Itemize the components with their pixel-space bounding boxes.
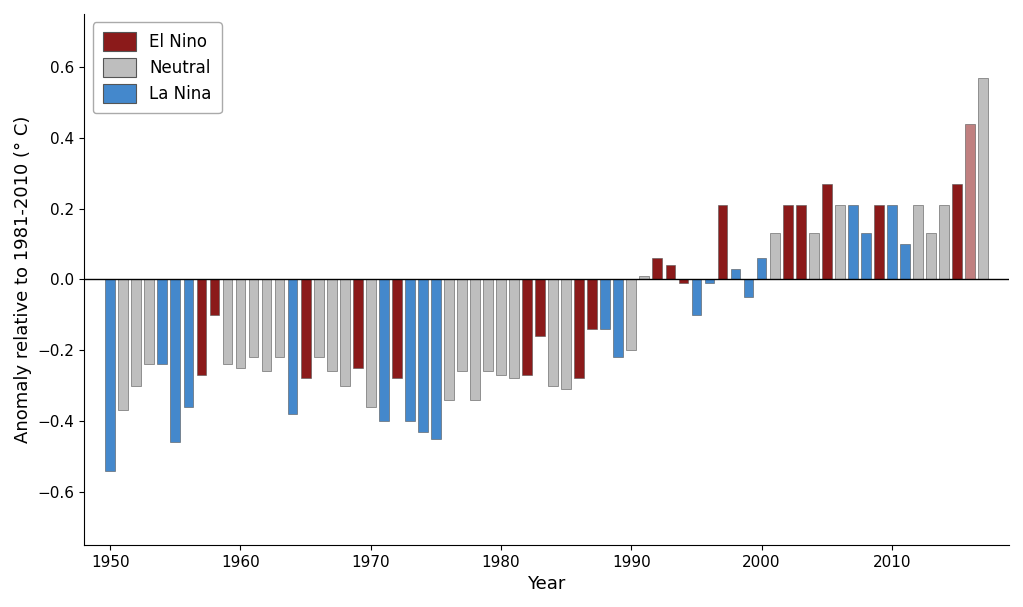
Bar	[471, 279, 480, 399]
Bar	[301, 279, 311, 379]
Bar	[131, 279, 141, 385]
Bar	[861, 233, 871, 279]
Bar	[978, 78, 988, 279]
Bar	[796, 205, 805, 279]
Bar	[444, 279, 454, 399]
Bar	[809, 233, 818, 279]
Bar	[249, 279, 259, 358]
Bar	[183, 279, 193, 407]
Bar	[626, 279, 636, 350]
Bar	[158, 279, 167, 364]
Bar	[965, 124, 975, 279]
Bar	[196, 279, 207, 375]
Bar	[535, 279, 545, 336]
Legend: El Nino, Neutral, La Nina: El Nino, Neutral, La Nina	[92, 22, 222, 114]
Bar	[223, 279, 232, 364]
Y-axis label: Anomaly relative to 1981-2010 (° C): Anomaly relative to 1981-2010 (° C)	[14, 116, 32, 443]
Bar	[262, 279, 271, 371]
Bar	[431, 279, 441, 439]
Bar	[457, 279, 466, 371]
Bar	[522, 279, 532, 375]
Bar	[210, 279, 219, 315]
Bar	[952, 184, 962, 279]
Bar	[914, 205, 923, 279]
Bar	[926, 233, 936, 279]
Bar	[744, 279, 754, 297]
Bar	[614, 279, 623, 358]
Bar	[562, 279, 571, 389]
Bar	[548, 279, 558, 385]
Bar	[705, 279, 714, 283]
Bar	[666, 265, 675, 279]
X-axis label: Year: Year	[528, 575, 566, 593]
Bar	[574, 279, 584, 379]
Bar	[900, 244, 909, 279]
Bar	[366, 279, 375, 407]
Bar	[314, 279, 323, 358]
Bar	[405, 279, 414, 421]
Bar	[848, 205, 857, 279]
Bar	[353, 279, 362, 368]
Bar	[379, 279, 389, 421]
Bar	[509, 279, 519, 379]
Bar	[730, 269, 741, 279]
Bar	[639, 276, 650, 279]
Bar	[769, 233, 780, 279]
Bar	[340, 279, 350, 385]
Bar	[887, 205, 897, 279]
Bar	[144, 279, 154, 364]
Bar	[783, 205, 793, 279]
Bar	[757, 258, 766, 279]
Bar	[287, 279, 298, 414]
Bar	[874, 205, 884, 279]
Bar	[496, 279, 506, 375]
Bar	[653, 258, 662, 279]
Bar	[678, 279, 688, 283]
Bar	[326, 279, 337, 371]
Bar	[119, 279, 128, 410]
Bar	[692, 279, 702, 315]
Bar	[235, 279, 246, 368]
Bar	[717, 205, 727, 279]
Bar	[275, 279, 284, 358]
Bar	[171, 279, 180, 442]
Bar	[821, 184, 832, 279]
Bar	[587, 279, 597, 329]
Bar	[392, 279, 402, 379]
Bar	[418, 279, 428, 432]
Bar	[601, 279, 610, 329]
Bar	[483, 279, 493, 371]
Bar	[835, 205, 845, 279]
Bar	[105, 279, 116, 470]
Bar	[939, 205, 949, 279]
